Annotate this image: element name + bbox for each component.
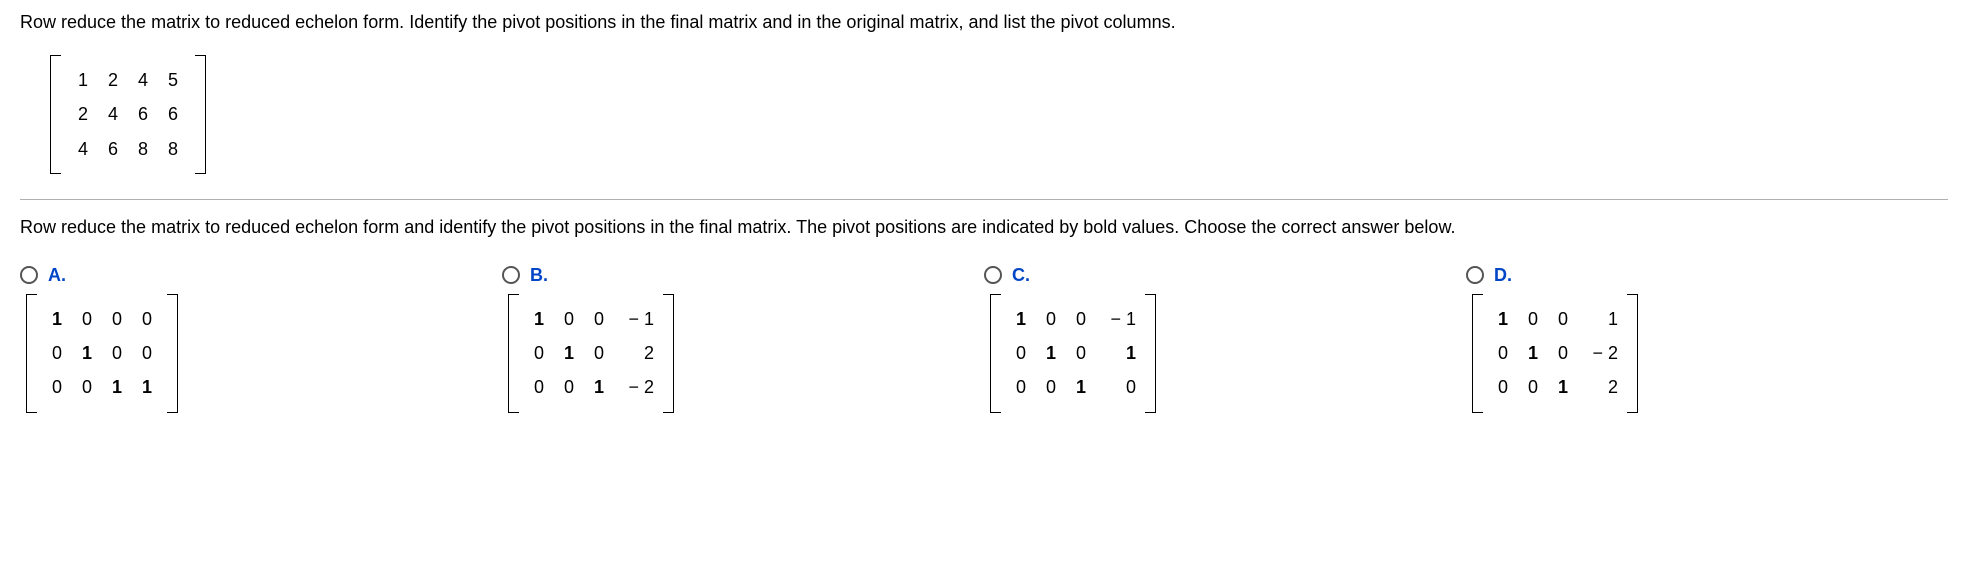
matrix-cell: 1: [132, 370, 162, 404]
matrix-cell: 0: [584, 336, 614, 370]
matrix-cell: 2: [98, 63, 128, 97]
option-a: A. 100001000011: [20, 265, 502, 413]
matrix-cell: 2: [614, 336, 658, 370]
matrix-cell: 1: [524, 302, 554, 336]
matrix-cell: 0: [1006, 336, 1036, 370]
option-d-matrix: 1001010− 20012: [1472, 294, 1638, 413]
matrix-cell: 1: [1036, 336, 1066, 370]
given-matrix: 1 2 4 5 2 4 6 6 4 6 8 8: [50, 55, 206, 174]
option-d-header[interactable]: D.: [1466, 265, 1948, 286]
option-a-matrix: 100001000011: [26, 294, 178, 413]
option-c-label: C.: [1012, 265, 1030, 286]
option-c-matrix: 100− 101010010: [990, 294, 1156, 413]
option-b-label: B.: [530, 265, 548, 286]
matrix-cell: − 1: [1096, 302, 1140, 336]
matrix-cell: 1: [102, 370, 132, 404]
matrix-cell: 0: [1518, 370, 1548, 404]
matrix-cell: 0: [1548, 336, 1578, 370]
matrix-cell: 0: [554, 370, 584, 404]
question-text: Row reduce the matrix to reduced echelon…: [20, 10, 1948, 35]
radio-icon[interactable]: [1466, 266, 1484, 284]
matrix-cell: 0: [102, 302, 132, 336]
matrix-cell: 0: [1548, 302, 1578, 336]
matrix-cell: 0: [102, 336, 132, 370]
sub-question-text: Row reduce the matrix to reduced echelon…: [20, 215, 1948, 240]
matrix-cell: 1: [1066, 370, 1096, 404]
matrix-cell: 0: [554, 302, 584, 336]
matrix-cell: 4: [98, 97, 128, 131]
matrix-cell: 1: [1006, 302, 1036, 336]
radio-icon[interactable]: [984, 266, 1002, 284]
options-row: A. 100001000011 B. 100− 10102001− 2 C. 1…: [20, 265, 1948, 413]
matrix-cell: 0: [1518, 302, 1548, 336]
matrix-cell: 2: [1578, 370, 1622, 404]
radio-icon[interactable]: [20, 266, 38, 284]
matrix-cell: 0: [524, 336, 554, 370]
matrix-cell: 0: [1036, 302, 1066, 336]
matrix-cell: 0: [584, 302, 614, 336]
matrix-cell: 1: [68, 63, 98, 97]
matrix-cell: 4: [68, 132, 98, 166]
matrix-cell: 0: [132, 336, 162, 370]
option-a-label: A.: [48, 265, 66, 286]
matrix-cell: 0: [42, 370, 72, 404]
option-b: B. 100− 10102001− 2: [502, 265, 984, 413]
matrix-cell: 0: [1066, 302, 1096, 336]
option-d-label: D.: [1494, 265, 1512, 286]
matrix-cell: 0: [72, 370, 102, 404]
given-matrix-container: 1 2 4 5 2 4 6 6 4 6 8 8: [50, 55, 1948, 174]
option-c: C. 100− 101010010: [984, 265, 1466, 413]
matrix-cell: 0: [1006, 370, 1036, 404]
matrix-cell: 1: [584, 370, 614, 404]
matrix-cell: 6: [98, 132, 128, 166]
matrix-cell: 1: [42, 302, 72, 336]
matrix-cell: 0: [1096, 370, 1140, 404]
matrix-cell: 2: [68, 97, 98, 131]
matrix-cell: 1: [1096, 336, 1140, 370]
matrix-cell: 1: [72, 336, 102, 370]
matrix-cell: 0: [42, 336, 72, 370]
matrix-cell: 1: [1578, 302, 1622, 336]
matrix-cell: 0: [1488, 336, 1518, 370]
matrix-cell: 8: [158, 132, 188, 166]
matrix-cell: 0: [1036, 370, 1066, 404]
option-b-matrix: 100− 10102001− 2: [508, 294, 674, 413]
matrix-cell: 1: [1548, 370, 1578, 404]
matrix-cell: 0: [1066, 336, 1096, 370]
matrix-cell: − 2: [1578, 336, 1622, 370]
option-b-header[interactable]: B.: [502, 265, 984, 286]
matrix-cell: 1: [1518, 336, 1548, 370]
matrix-cell: 1: [554, 336, 584, 370]
matrix-cell: 5: [158, 63, 188, 97]
divider: [20, 199, 1948, 200]
matrix-cell: 6: [128, 97, 158, 131]
matrix-cell: 0: [524, 370, 554, 404]
matrix-cell: 0: [1488, 370, 1518, 404]
matrix-cell: 6: [158, 97, 188, 131]
option-a-header[interactable]: A.: [20, 265, 502, 286]
matrix-cell: 8: [128, 132, 158, 166]
radio-icon[interactable]: [502, 266, 520, 284]
option-c-header[interactable]: C.: [984, 265, 1466, 286]
matrix-cell: − 2: [614, 370, 658, 404]
matrix-cell: − 1: [614, 302, 658, 336]
matrix-cell: 0: [72, 302, 102, 336]
matrix-cell: 0: [132, 302, 162, 336]
matrix-cell: 4: [128, 63, 158, 97]
matrix-cell: 1: [1488, 302, 1518, 336]
option-d: D. 1001010− 20012: [1466, 265, 1948, 413]
